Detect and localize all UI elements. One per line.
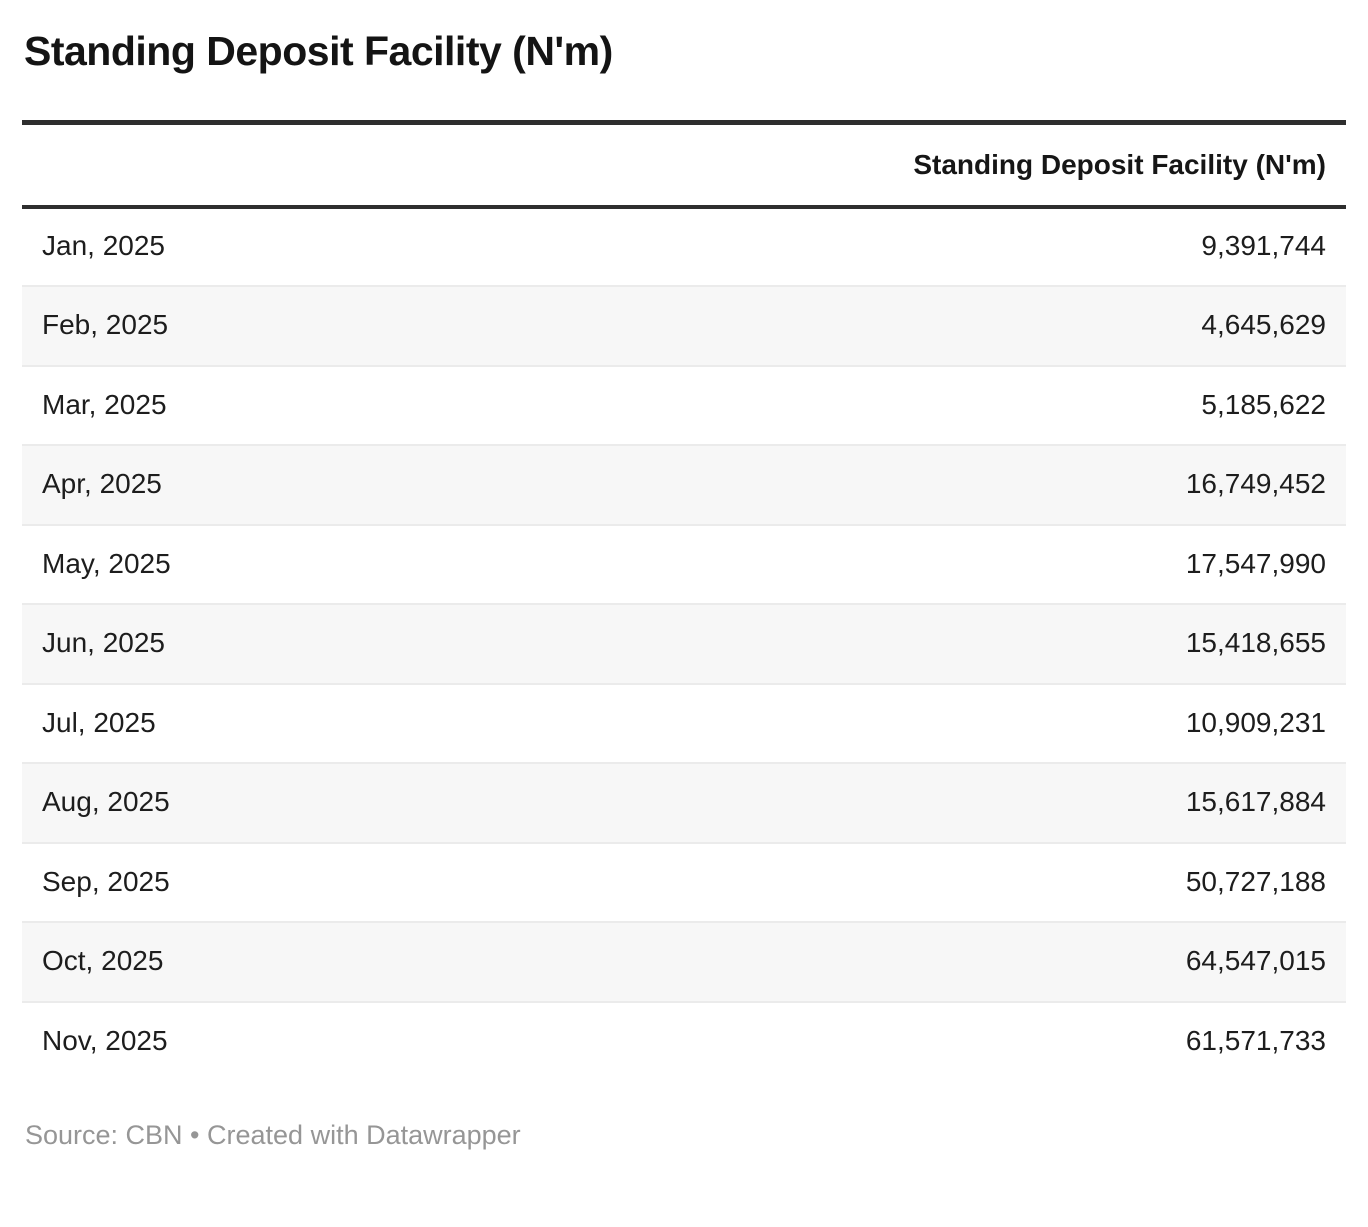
row-value: 64,547,015: [472, 922, 1346, 1003]
data-table: Standing Deposit Facility (N'm) Jan, 202…: [22, 120, 1346, 1081]
source-attribution-text: Source: CBN • Created with Datawrapper: [25, 1120, 521, 1151]
row-value: 17,547,990: [472, 524, 1346, 606]
row-value: 16,749,452: [472, 445, 1346, 526]
row-value: 50,727,188: [472, 842, 1346, 924]
table-row: Nov, 2025 61,571,733: [22, 1002, 1346, 1082]
row-value: 4,645,629: [472, 286, 1346, 367]
row-month-label: Jul, 2025: [22, 683, 473, 765]
row-month-label: Oct, 2025: [22, 922, 473, 1003]
header-row: Standing Deposit Facility (N'm): [22, 120, 1346, 209]
source-attribution: Source: CBN • Created with Datawrapper: [22, 1119, 1346, 1151]
row-value: 15,418,655: [472, 604, 1346, 685]
row-month-label: Apr, 2025: [22, 445, 473, 526]
row-value: 9,391,744: [472, 206, 1346, 288]
row-value: 61,571,733: [1185, 1025, 1326, 1057]
row-month-label: Jun, 2025: [22, 604, 473, 685]
value-column-header: Standing Deposit Facility (N'm): [472, 120, 1346, 209]
row-value: 5,185,622: [472, 365, 1346, 447]
table-row: Feb, 2025 4,645,629: [22, 286, 1346, 367]
table-row: Mar, 2025 5,185,622: [22, 365, 1346, 447]
row-month-label: Mar, 2025: [22, 365, 473, 447]
table-row: Jul, 2025 10,909,231: [22, 683, 1346, 765]
row-month-label: Sep, 2025: [22, 842, 473, 924]
table-row: Jun, 2025 15,418,655: [22, 604, 1346, 685]
month-column-header: [22, 120, 473, 209]
table-row: Aug, 2025 15,617,884: [22, 763, 1346, 844]
row-month-label: Nov, 2025: [42, 1025, 168, 1057]
table-row: Apr, 2025 16,749,452: [22, 445, 1346, 526]
table-body: Jan, 2025 9,391,744 Feb, 2025 4,645,629 Mar,…: [22, 206, 1346, 1082]
chart-title: Standing Deposit Facility (N'm): [24, 28, 613, 74]
table-row: Sep, 2025 50,727,188: [22, 842, 1346, 924]
row-month-label: Jan, 2025: [22, 206, 473, 288]
row-month-label: Feb, 2025: [22, 286, 473, 367]
row-value: 10,909,231: [472, 683, 1346, 765]
table-header: Standing Deposit Facility (N'm): [22, 120, 1346, 209]
table-row: May, 2025 17,547,990: [22, 524, 1346, 606]
row-month-label: Aug, 2025: [22, 763, 473, 844]
table-row: Jan, 2025 9,391,744: [22, 206, 1346, 288]
table-row: Oct, 2025 64,547,015: [22, 922, 1346, 1003]
datawrapper-table-page: Standing Deposit Facility (N'm) Standing…: [0, 27, 1368, 1151]
row-value: 15,617,884: [472, 763, 1346, 844]
row-month-label: May, 2025: [22, 524, 473, 606]
